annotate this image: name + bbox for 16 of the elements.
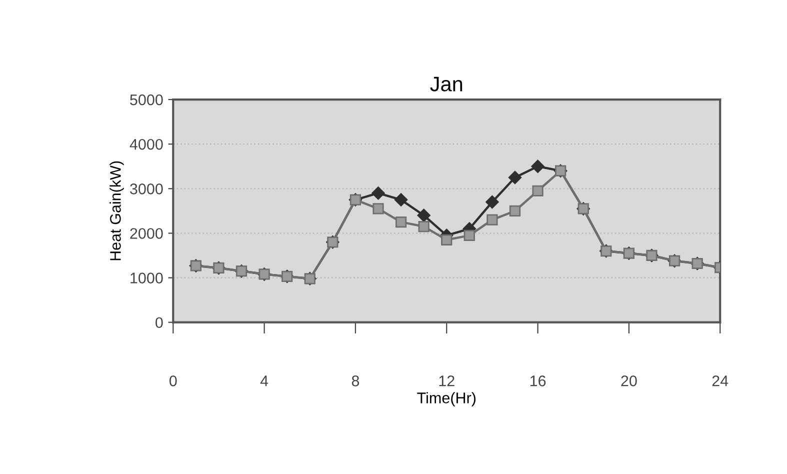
y-tick-label: 2000 <box>130 228 163 239</box>
y-tick-label: 3000 <box>130 184 163 194</box>
x-tick-label: 0 <box>169 376 177 386</box>
y-tick-label: 5000 <box>130 94 163 106</box>
x-tick-label: 20 <box>621 376 637 386</box>
chart-title: Jan <box>430 76 462 92</box>
x-axis-title: Time(Hr) <box>417 392 476 406</box>
x-tick-label: 8 <box>352 376 360 386</box>
y-tick-label: 1000 <box>130 272 163 284</box>
y-axis-title: Heat Gain(kW) <box>110 161 124 260</box>
x-tick-label: 16 <box>530 376 546 386</box>
y-tick-label: 0 <box>156 317 163 328</box>
x-tick-label: 24 <box>712 376 728 386</box>
x-tick-label: 12 <box>439 376 454 386</box>
y-tick-label: 4000 <box>130 138 163 150</box>
x-tick-label: 4 <box>260 376 268 386</box>
